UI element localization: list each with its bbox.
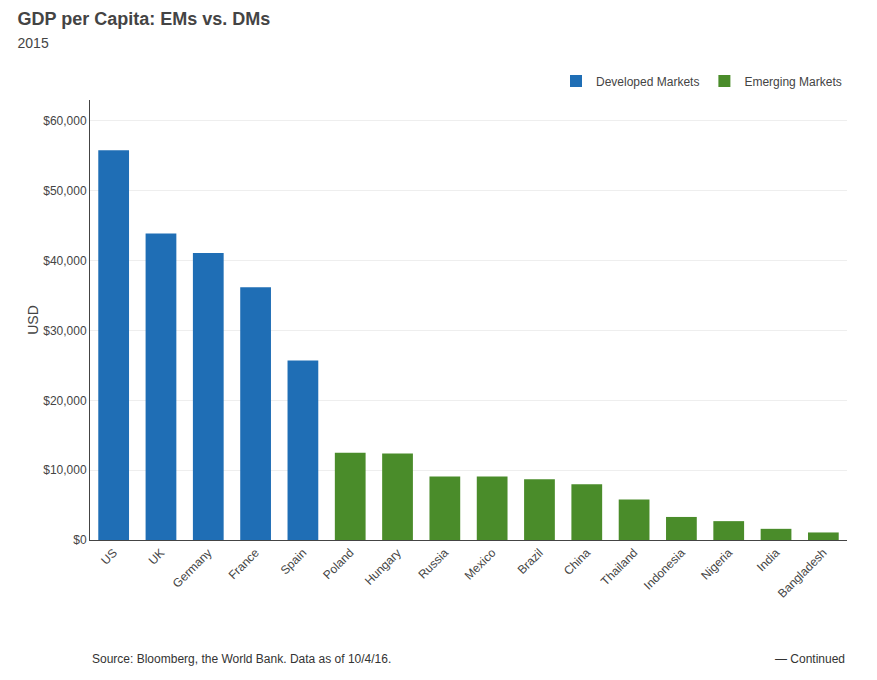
svg-text:Russia: Russia xyxy=(415,546,451,582)
svg-text:Thailand: Thailand xyxy=(598,546,640,588)
svg-text:Mexico: Mexico xyxy=(462,546,499,583)
svg-text:Germany: Germany xyxy=(170,546,215,591)
svg-text:France: France xyxy=(226,546,263,583)
svg-text:GDP per Capita: EMs vs. DMs201: GDP per Capita: EMs vs. DMs2015 xyxy=(18,9,271,51)
svg-text:$10,000: $10,000 xyxy=(43,463,87,477)
svg-text:China: China xyxy=(561,546,593,578)
svg-text:USD: USD xyxy=(25,305,41,335)
svg-text:UK: UK xyxy=(146,546,168,568)
svg-text:$50,000: $50,000 xyxy=(43,184,87,198)
svg-text:$0: $0 xyxy=(73,533,87,547)
svg-text:Indonesia: Indonesia xyxy=(641,546,688,593)
svg-text:$60,000: $60,000 xyxy=(43,114,87,128)
svg-text:— Continued: — Continued xyxy=(775,652,845,666)
svg-text:Source: Bloomberg, the World B: Source: Bloomberg, the World Bank. Data … xyxy=(92,652,391,666)
svg-text:India: India xyxy=(754,546,783,575)
svg-text:Developed Markets: Developed Markets xyxy=(596,75,699,89)
svg-text:$30,000: $30,000 xyxy=(43,324,87,338)
svg-text:Hungary: Hungary xyxy=(362,546,404,588)
svg-text:$40,000: $40,000 xyxy=(43,254,87,268)
svg-text:US: US xyxy=(98,546,120,568)
svg-text:Nigeria: Nigeria xyxy=(698,546,735,583)
svg-text:Brazil: Brazil xyxy=(515,546,546,577)
svg-text:$20,000: $20,000 xyxy=(43,394,87,408)
svg-text:Bangladesh: Bangladesh xyxy=(775,546,830,601)
svg-text:Spain: Spain xyxy=(278,546,310,578)
svg-text:Emerging Markets: Emerging Markets xyxy=(744,75,841,89)
svg-text:Poland: Poland xyxy=(320,546,356,582)
